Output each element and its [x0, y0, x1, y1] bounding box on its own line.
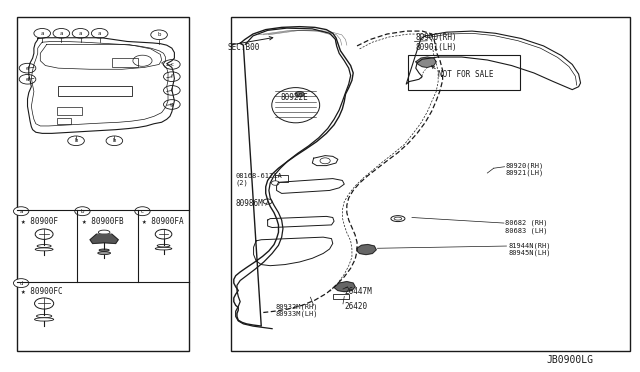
Text: a: a	[98, 31, 101, 36]
Ellipse shape	[35, 248, 53, 251]
Circle shape	[263, 199, 272, 204]
Text: a: a	[19, 209, 23, 214]
Polygon shape	[416, 57, 436, 67]
Text: 80920(RH)
80921(LH): 80920(RH) 80921(LH)	[505, 162, 543, 176]
Text: NOT FOR SALE: NOT FOR SALE	[438, 70, 493, 79]
Circle shape	[164, 60, 180, 69]
Ellipse shape	[391, 216, 405, 222]
Text: c: c	[170, 62, 173, 67]
Ellipse shape	[156, 247, 172, 250]
Text: f: f	[171, 74, 173, 79]
Circle shape	[13, 279, 29, 288]
Text: d: d	[19, 280, 23, 286]
Circle shape	[106, 136, 123, 145]
Text: f: f	[171, 88, 173, 93]
Text: a: a	[60, 31, 63, 36]
Circle shape	[92, 29, 108, 38]
Text: a: a	[79, 31, 83, 36]
Ellipse shape	[99, 230, 110, 235]
Ellipse shape	[35, 318, 54, 321]
Ellipse shape	[37, 244, 51, 247]
Text: g: g	[170, 102, 173, 107]
Text: ★ 80900FC: ★ 80900FC	[21, 287, 63, 296]
Circle shape	[19, 74, 36, 84]
Circle shape	[34, 29, 51, 38]
Text: d: d	[26, 77, 29, 82]
Ellipse shape	[157, 244, 170, 247]
Bar	[333, 294, 349, 299]
Text: b: b	[157, 32, 161, 37]
Bar	[275, 175, 288, 182]
Circle shape	[135, 207, 150, 216]
Text: 08168-6121A
(2): 08168-6121A (2)	[236, 173, 282, 186]
Ellipse shape	[36, 314, 52, 318]
Text: 80932M(RH)
80933M(LH): 80932M(RH) 80933M(LH)	[275, 303, 318, 317]
Text: h: h	[113, 138, 116, 143]
Bar	[58, 86, 132, 96]
Text: 26447M: 26447M	[344, 287, 372, 296]
Text: 26420: 26420	[344, 302, 367, 311]
Bar	[57, 107, 83, 115]
Text: ★ 80900FA: ★ 80900FA	[143, 217, 184, 226]
Text: c: c	[141, 209, 144, 214]
Text: a: a	[40, 31, 44, 36]
Bar	[57, 118, 71, 124]
Ellipse shape	[99, 249, 109, 251]
Circle shape	[72, 29, 89, 38]
Bar	[230, 17, 630, 351]
Circle shape	[19, 63, 36, 73]
Polygon shape	[335, 282, 355, 292]
Circle shape	[164, 100, 180, 109]
Text: ★ 80900F: ★ 80900F	[21, 217, 58, 226]
Circle shape	[151, 30, 168, 39]
Circle shape	[13, 207, 29, 216]
Circle shape	[75, 207, 90, 216]
Bar	[17, 17, 189, 351]
Circle shape	[164, 86, 180, 95]
Circle shape	[271, 181, 279, 185]
Text: JB0900LG: JB0900LG	[547, 355, 594, 365]
Text: d: d	[26, 65, 29, 71]
Polygon shape	[357, 244, 376, 254]
Text: 80682 (RH)
80683 (LH): 80682 (RH) 80683 (LH)	[505, 220, 548, 234]
Text: 80922E: 80922E	[280, 93, 308, 102]
Circle shape	[295, 92, 304, 97]
Bar	[113, 58, 138, 67]
Circle shape	[164, 72, 180, 81]
Text: SEC.B00: SEC.B00	[227, 42, 260, 51]
Bar	[408, 55, 520, 90]
Ellipse shape	[98, 251, 111, 254]
Circle shape	[53, 29, 70, 38]
Text: h: h	[74, 138, 78, 143]
Text: 81944N(RH)
80945N(LH): 81944N(RH) 80945N(LH)	[508, 242, 551, 256]
Polygon shape	[90, 234, 118, 243]
Circle shape	[68, 136, 84, 145]
Text: 80986M: 80986M	[236, 199, 264, 208]
Text: b: b	[81, 209, 84, 214]
Text: 80900(RH)
80901(LH): 80900(RH) 80901(LH)	[416, 32, 458, 52]
Text: ★ 80900FB: ★ 80900FB	[83, 217, 124, 226]
